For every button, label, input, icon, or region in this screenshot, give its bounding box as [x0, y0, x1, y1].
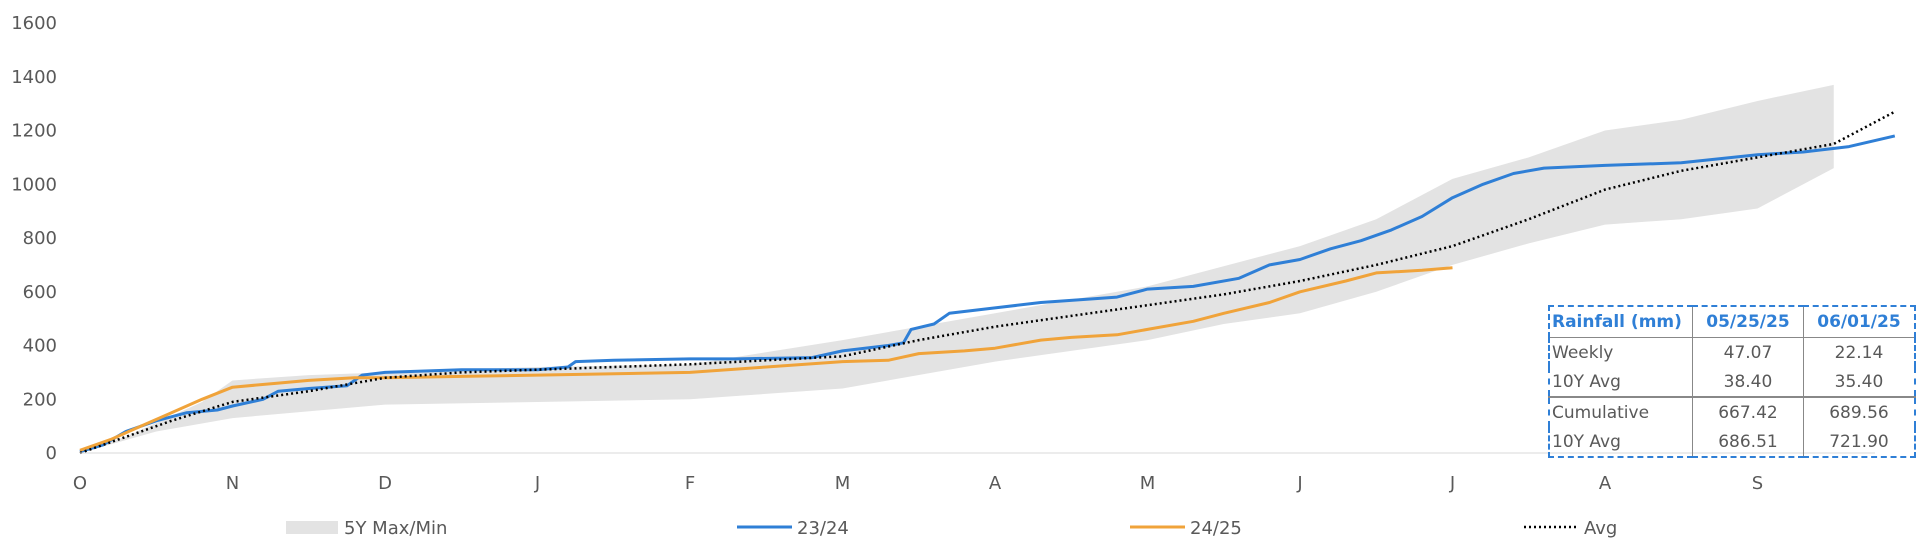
table-cell: 689.56	[1803, 396, 1915, 427]
table-row: 10Y Avg 686.51 721.90	[1549, 427, 1915, 457]
table-cell: 667.42	[1692, 396, 1804, 427]
table-header-cell: 05/25/25	[1692, 306, 1804, 338]
x-tick-label: J	[534, 473, 540, 494]
legend-label: Avg	[1584, 518, 1617, 539]
x-tick-label: F	[685, 473, 695, 494]
series-line-23-24	[79, 134, 1896, 454]
legend-label: 5Y Max/Min	[344, 518, 447, 539]
table-cell: Cumulative	[1549, 396, 1693, 427]
y-tick-label: 600	[23, 282, 57, 303]
table-header-cell: 06/01/25	[1803, 306, 1915, 338]
series-line-avg	[79, 110, 1896, 455]
y-tick-label: 400	[23, 336, 57, 357]
y-tick-label: 1000	[11, 174, 57, 195]
y-tick-label: 800	[23, 228, 57, 249]
table-cell: 38.40	[1692, 367, 1804, 397]
legend-label: 24/25	[1190, 518, 1242, 539]
table-cell: 721.90	[1829, 431, 1889, 452]
table-cell: 10Y Avg	[1549, 427, 1693, 457]
table-cell: 10Y Avg	[1549, 367, 1693, 397]
table-cell: Weekly	[1549, 337, 1693, 367]
table-cell: 47.07	[1692, 337, 1804, 367]
table-row: Cumulative 667.42 689.56	[1549, 396, 1915, 427]
x-tick-label: N	[226, 473, 239, 494]
x-tick-label: A	[989, 473, 1002, 494]
y-tick-label: 200	[23, 389, 57, 410]
legend-swatch	[286, 521, 338, 534]
legend-label: 23/24	[797, 518, 849, 539]
y-tick-label: 0	[46, 443, 57, 464]
y-tick-label: 1400	[11, 67, 57, 88]
series-line-24-25	[79, 266, 1453, 452]
legend: 5Y Max/Min 23/24 24/25 Avg	[286, 518, 1617, 539]
table-header-cell: Rainfall (mm)	[1549, 306, 1693, 338]
x-tick-label: M	[1140, 473, 1156, 494]
x-tick-label: S	[1752, 473, 1763, 494]
x-tick-label: J	[1449, 473, 1455, 494]
table-row: 10Y Avg 38.40 35.40	[1549, 367, 1915, 397]
x-tick-label: D	[378, 473, 392, 494]
rainfall-summary-table: Rainfall (mm) 05/25/25 06/01/25 Weekly 4…	[1548, 305, 1916, 458]
x-tick-label: O	[73, 473, 87, 494]
x-tick-label: A	[1599, 473, 1612, 494]
series-lines	[79, 110, 1896, 455]
x-tick-label: M	[835, 473, 851, 494]
table-row: Weekly 47.07 22.14	[1549, 337, 1915, 367]
x-tick-label: J	[1296, 473, 1302, 494]
table-cell: 686.51	[1692, 427, 1804, 457]
table-cell: 35.40	[1834, 371, 1884, 392]
table-header-row: Rainfall (mm) 05/25/25 06/01/25	[1549, 306, 1915, 338]
y-tick-label: 1600	[11, 13, 57, 34]
y-tick-label: 1200	[11, 121, 57, 142]
y-axis-ticks: 0 200 400 600 800 1000 1200 1400 1600	[11, 13, 57, 464]
table-cell: 22.14	[1834, 342, 1884, 363]
